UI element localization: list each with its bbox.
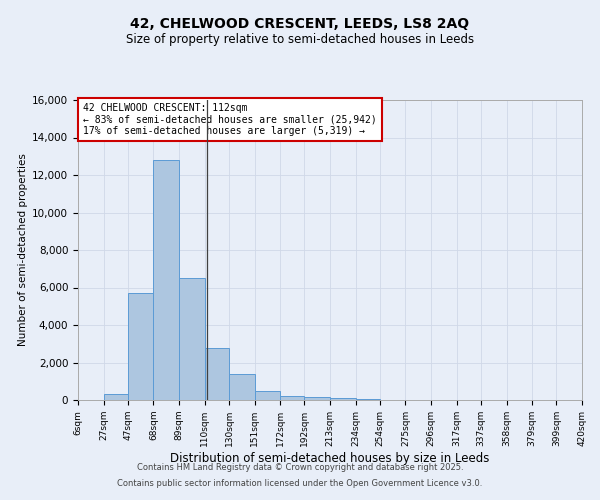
Bar [154,160,179,400]
Text: 42, CHELWOOD CRESCENT, LEEDS, LS8 2AQ: 42, CHELWOOD CRESCENT, LEEDS, LS8 2AQ [130,18,470,32]
Bar [280,396,304,400]
Text: 42 CHELWOOD CRESCENT: 112sqm
← 83% of semi-detached houses are smaller (25,942)
: 42 CHELWOOD CRESCENT: 112sqm ← 83% of se… [83,103,377,136]
Bar [254,390,280,400]
Y-axis label: Number of semi-detached properties: Number of semi-detached properties [18,154,28,346]
Text: Contains public sector information licensed under the Open Government Licence v3: Contains public sector information licen… [118,478,482,488]
Bar [229,374,254,400]
Bar [356,399,380,400]
Bar [304,397,330,400]
Bar [205,348,229,400]
Bar [128,293,154,400]
Bar [330,398,356,400]
Bar [104,394,128,400]
Text: Contains HM Land Registry data © Crown copyright and database right 2025.: Contains HM Land Registry data © Crown c… [137,464,463,472]
Bar [179,278,205,400]
X-axis label: Distribution of semi-detached houses by size in Leeds: Distribution of semi-detached houses by … [170,452,490,464]
Text: Size of property relative to semi-detached houses in Leeds: Size of property relative to semi-detach… [126,32,474,46]
